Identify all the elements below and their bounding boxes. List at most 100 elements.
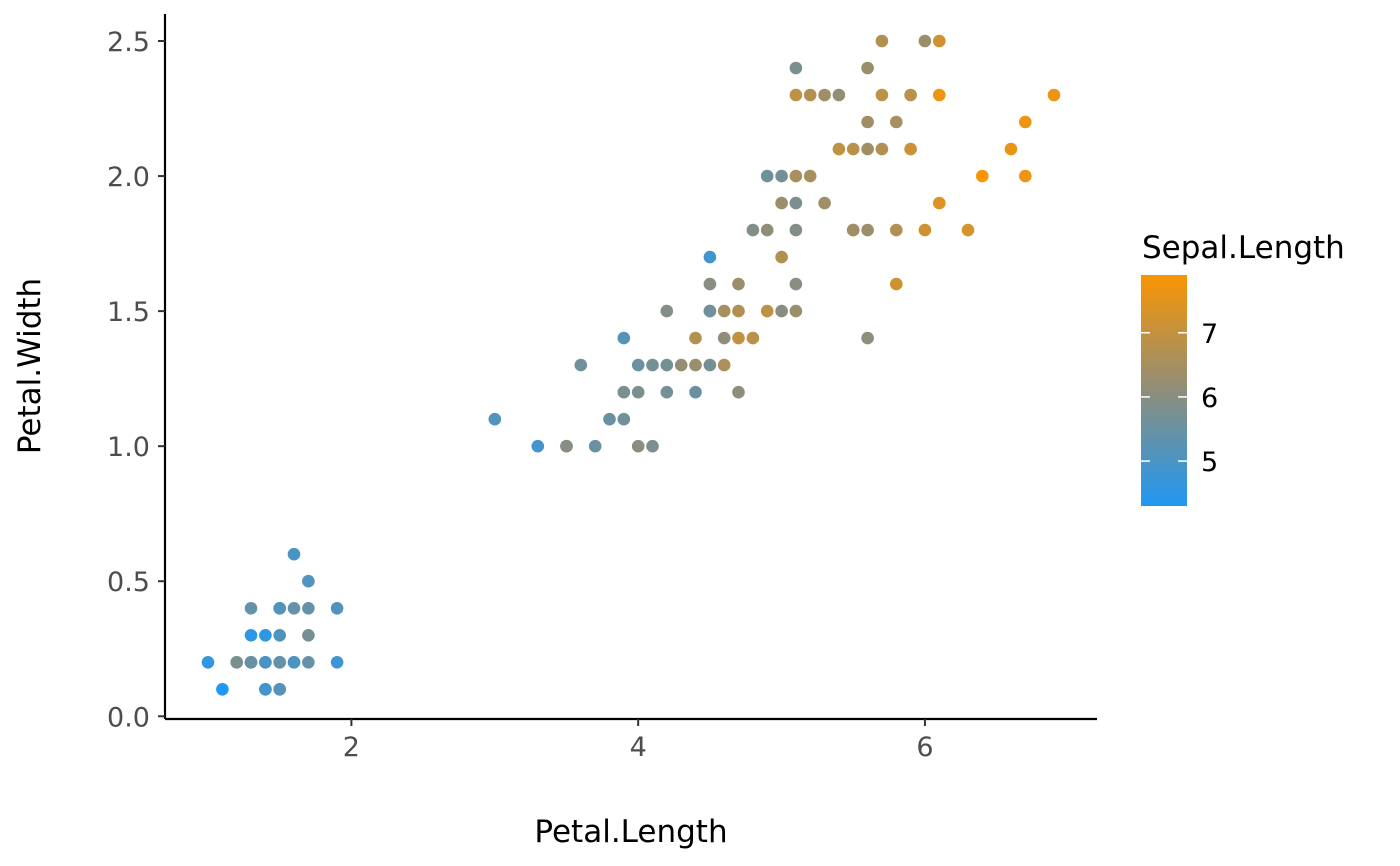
data-point <box>933 34 946 48</box>
data-point <box>330 602 344 615</box>
data-point <box>760 169 774 183</box>
legend-title: Sepal.Length <box>1142 230 1345 266</box>
data-point <box>746 331 760 345</box>
data-point <box>674 358 688 372</box>
data-point <box>789 88 803 102</box>
data-point <box>631 358 645 372</box>
data-point <box>259 683 272 696</box>
data-point <box>904 142 917 156</box>
data-point <box>789 61 803 75</box>
data-point <box>746 223 760 237</box>
data-point <box>660 358 674 372</box>
data-point <box>287 656 301 669</box>
data-point <box>789 223 803 237</box>
data-point <box>646 439 659 453</box>
data-point <box>760 223 774 237</box>
data-point <box>904 88 917 102</box>
y-tick-label: 2.5 <box>107 27 150 58</box>
data-point <box>961 223 975 237</box>
data-point <box>732 331 745 345</box>
data-point <box>818 88 831 102</box>
data-point <box>617 331 631 345</box>
data-point <box>775 250 788 264</box>
data-point <box>230 656 243 669</box>
data-point <box>789 304 803 318</box>
legend-break-label: 7 <box>1201 319 1218 350</box>
y-ticks-layer: 0.0 2.5 2.0 1.5 1.0 0.5 <box>107 27 165 733</box>
legend-break-label: 6 <box>1201 383 1218 414</box>
data-point <box>775 196 788 210</box>
data-point <box>703 250 717 264</box>
data-point <box>488 412 502 426</box>
y-tick-label: 0.5 <box>107 567 150 598</box>
data-point <box>1019 115 1032 129</box>
data-point <box>775 169 788 183</box>
data-point <box>703 358 717 372</box>
data-point <box>273 656 287 669</box>
data-point <box>646 358 659 372</box>
points-layer <box>201 34 1061 696</box>
data-point <box>216 683 229 696</box>
data-point <box>803 88 817 102</box>
data-point <box>861 61 874 75</box>
data-point <box>861 223 874 237</box>
data-point <box>302 602 315 615</box>
data-point <box>631 385 645 399</box>
data-point <box>875 142 889 156</box>
data-point <box>846 142 860 156</box>
data-point <box>861 331 874 345</box>
data-point <box>273 602 287 615</box>
data-point <box>273 683 287 696</box>
data-point <box>875 34 889 48</box>
data-point <box>531 439 545 453</box>
data-point <box>1004 142 1018 156</box>
data-point <box>1019 169 1032 183</box>
data-point <box>703 277 717 291</box>
data-point <box>760 304 774 318</box>
data-point <box>330 656 344 669</box>
data-point <box>273 629 287 642</box>
x-ticks-layer: 2 4 6 <box>343 719 934 763</box>
data-point <box>732 385 745 399</box>
colorbar-legend: Sepal.Length 5 6 7 <box>1141 230 1345 506</box>
data-point <box>976 169 989 183</box>
data-point <box>732 277 745 291</box>
x-tick-label: 4 <box>630 732 647 763</box>
data-point <box>775 304 788 318</box>
y-tick-label: 1.0 <box>107 432 150 463</box>
data-point <box>689 331 702 345</box>
data-point <box>302 656 315 669</box>
data-point <box>617 385 631 399</box>
data-point <box>890 277 903 291</box>
x-tick-label: 6 <box>916 732 933 763</box>
data-point <box>574 358 588 372</box>
legend-break-label: 5 <box>1201 447 1218 478</box>
data-point <box>732 304 745 318</box>
data-point <box>933 196 946 210</box>
data-point <box>244 656 258 669</box>
data-point <box>890 115 903 129</box>
data-point <box>287 547 301 561</box>
legend-breaks: 5 6 7 <box>1141 319 1218 478</box>
data-point <box>803 169 817 183</box>
y-tick-label: 2.0 <box>107 162 150 193</box>
y-axis-title: Petal.Width <box>12 278 48 454</box>
data-point <box>244 629 258 642</box>
data-point <box>717 358 731 372</box>
data-point <box>603 412 616 426</box>
data-point <box>617 412 631 426</box>
data-point <box>861 142 874 156</box>
x-axis-title: Petal.Length <box>534 814 727 850</box>
data-point <box>631 439 645 453</box>
data-point <box>717 331 731 345</box>
data-point <box>201 656 215 669</box>
data-point <box>933 88 946 102</box>
x-tick-label: 2 <box>343 732 360 763</box>
data-point <box>660 304 674 318</box>
data-point <box>689 358 702 372</box>
data-point <box>861 115 874 129</box>
colorbar <box>1141 275 1187 506</box>
data-point <box>588 439 602 453</box>
data-point <box>1047 88 1061 102</box>
